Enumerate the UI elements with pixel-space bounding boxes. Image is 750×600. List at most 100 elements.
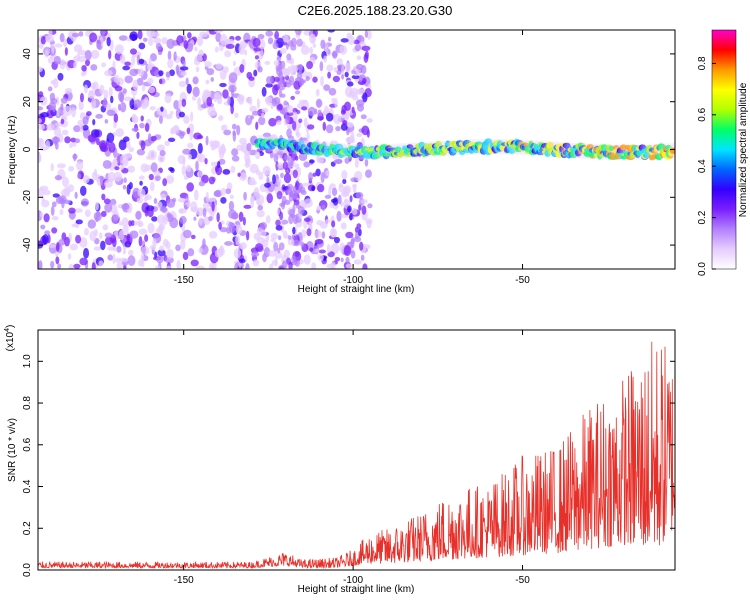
noise-blob — [219, 82, 227, 88]
noise-blob — [123, 96, 132, 102]
noise-blob — [255, 169, 260, 175]
noise-blob — [340, 38, 349, 43]
noise-blob — [327, 36, 332, 42]
chart-title: C2E6.2025.188.23.20.G30 — [298, 3, 453, 18]
noise-blob — [62, 105, 72, 117]
noise-blob — [123, 136, 130, 143]
noise-blob — [218, 221, 222, 230]
colorbar-tick-label: 0.8 — [697, 56, 708, 70]
noise-blob — [361, 125, 370, 136]
noise-blob — [259, 222, 267, 230]
noise-blob — [92, 118, 96, 126]
noise-blob — [278, 235, 282, 241]
noise-blob — [129, 230, 139, 239]
noise-blob — [124, 75, 133, 84]
noise-blob — [93, 229, 99, 237]
noise-blob — [356, 223, 362, 229]
noise-blob — [158, 70, 164, 77]
noise-blob — [43, 213, 50, 223]
noise-blob — [113, 77, 121, 83]
noise-blob — [243, 49, 248, 56]
noise-blob — [178, 98, 182, 109]
noise-blob — [219, 226, 228, 233]
noise-blob — [355, 99, 365, 107]
noise-blob — [232, 212, 239, 220]
noise-blob — [128, 181, 133, 190]
noise-blob — [126, 140, 131, 149]
noise-blob — [75, 219, 83, 225]
noise-blob — [340, 109, 346, 115]
noise-blob — [90, 82, 97, 90]
noise-blob — [351, 74, 360, 80]
noise-blob — [288, 193, 294, 202]
noise-blob — [185, 164, 192, 172]
noise-blob — [74, 138, 81, 144]
noise-blob — [198, 247, 203, 254]
noise-blob — [197, 142, 203, 154]
noise-blob — [258, 116, 266, 126]
noise-blob — [276, 56, 282, 62]
noise-blob — [353, 39, 360, 45]
ridge-blob — [508, 146, 516, 155]
noise-blob — [317, 115, 324, 121]
noise-blob — [218, 158, 226, 165]
noise-blob — [38, 152, 41, 163]
noise-blob — [249, 115, 255, 120]
noise-blob — [51, 136, 61, 144]
noise-blob — [69, 243, 78, 251]
noise-blob — [337, 194, 342, 205]
noise-blob — [364, 159, 369, 167]
noise-blob — [49, 92, 56, 102]
noise-blob — [316, 98, 323, 108]
noise-blob — [52, 78, 59, 89]
noise-blob — [256, 209, 265, 218]
noise-blob — [198, 49, 204, 57]
noise-blob — [306, 132, 310, 141]
noise-blob — [235, 234, 241, 246]
noise-blob — [295, 131, 301, 138]
noise-blob — [50, 260, 55, 269]
noise-blob — [180, 71, 187, 77]
noise-blob — [194, 189, 199, 201]
noise-blob — [267, 37, 274, 45]
noise-blob — [273, 241, 279, 252]
noise-blob — [153, 37, 162, 44]
noise-blob — [216, 212, 220, 223]
noise-blob — [214, 30, 224, 33]
noise-blob — [42, 46, 51, 56]
noise-blob — [104, 232, 113, 238]
noise-blob — [104, 236, 114, 246]
noise-blob — [135, 210, 142, 221]
noise-blob — [349, 195, 353, 203]
noise-blob — [81, 65, 87, 72]
colorbar-label: Normalized spectral amplitude — [738, 82, 749, 217]
noise-blob — [127, 255, 136, 267]
noise-blob — [71, 107, 77, 118]
noise-blob — [71, 223, 79, 228]
noise-blob — [67, 253, 72, 260]
noise-blob — [200, 103, 209, 109]
noise-blob — [226, 38, 235, 45]
noise-blob — [251, 251, 260, 257]
noise-blob — [290, 44, 297, 51]
noise-blob — [187, 32, 192, 39]
noise-blob — [154, 174, 161, 182]
noise-blob — [303, 198, 313, 208]
noise-blob — [199, 244, 209, 256]
ridge-halo — [670, 142, 675, 159]
noise-blob — [307, 106, 316, 116]
noise-blob — [129, 98, 135, 110]
noise-blob — [350, 130, 355, 140]
noise-blob — [321, 231, 326, 239]
noise-blob — [270, 237, 276, 243]
noise-blob — [146, 155, 151, 160]
noise-blob — [303, 161, 311, 168]
noise-blob — [157, 51, 163, 56]
noise-blob — [273, 153, 279, 163]
noise-blob — [333, 67, 338, 73]
noise-blob — [262, 165, 271, 176]
noise-blob — [286, 128, 292, 138]
noise-blob — [265, 30, 274, 37]
noise-blob — [331, 97, 336, 104]
noise-blob — [189, 129, 194, 141]
